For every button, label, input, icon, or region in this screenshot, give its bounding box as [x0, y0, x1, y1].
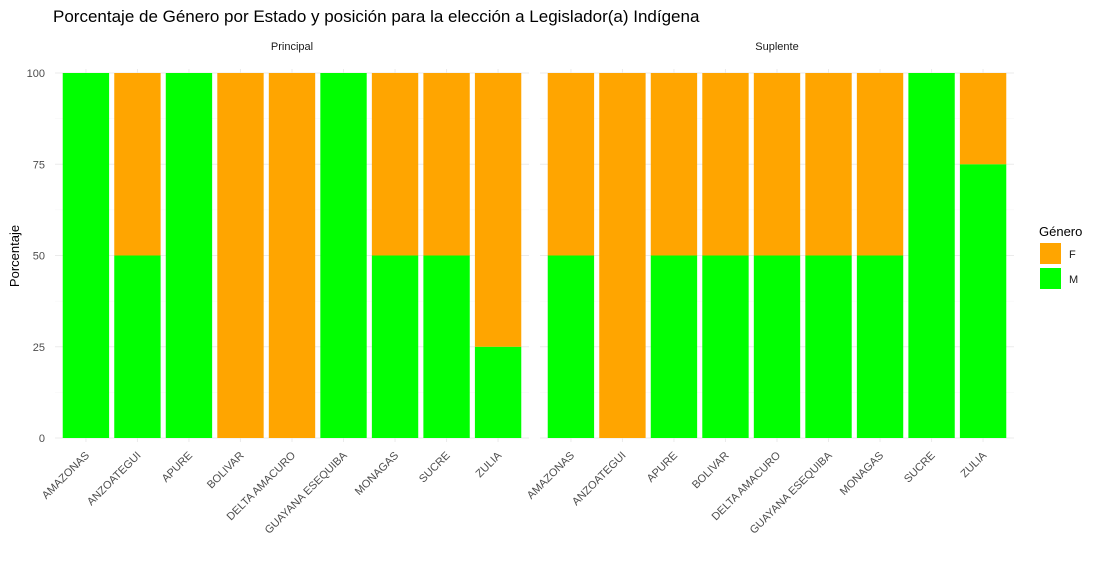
bar-f [753, 73, 801, 256]
y-axis-title: Porcentaje [7, 225, 22, 287]
x-tick-label: BOLIVAR [205, 450, 247, 492]
bar-f [474, 73, 522, 347]
y-tick-label: 75 [33, 159, 45, 171]
legend-title: Género [1039, 224, 1082, 239]
x-tick-label: ANZOATEGUI [85, 450, 143, 508]
y-tick-label: 100 [27, 68, 45, 80]
bar-m [702, 255, 749, 438]
y-tick-label: 0 [39, 433, 45, 445]
bar-f [805, 73, 852, 256]
bar-m [165, 73, 213, 438]
bar-f [268, 73, 316, 438]
legend-label-m: M [1069, 274, 1078, 286]
bar-f [371, 73, 419, 256]
bar-m [62, 73, 110, 438]
y-tick-label: 50 [33, 251, 45, 263]
legend: Género F M [1039, 224, 1082, 289]
bar-f [423, 73, 470, 256]
x-tick-label: ZULIA [474, 449, 505, 480]
bar-m [114, 255, 161, 438]
x-tick-label: APURE [645, 450, 680, 485]
chart-title: Porcentaje de Género por Estado y posici… [53, 7, 700, 26]
x-tick-label: APURE [160, 450, 195, 485]
x-tick-label: AMAZONAS [40, 450, 92, 502]
bar-m [959, 164, 1007, 438]
x-tick-label: MONAGAS [838, 450, 886, 498]
x-tick-label: MONAGAS [353, 450, 401, 498]
y-tick-label: 25 [33, 342, 45, 354]
bar-m [371, 255, 419, 438]
legend-label-f: F [1069, 249, 1076, 261]
bar-m [423, 255, 470, 438]
legend-key-m [1040, 268, 1061, 289]
facet-label-principal: Principal [271, 41, 313, 53]
x-tick-label: BOLIVAR [690, 450, 732, 492]
bar-f [856, 73, 904, 256]
bar-m [753, 255, 801, 438]
x-tick-label: AMAZONAS [525, 450, 577, 502]
bar-m [908, 73, 955, 438]
legend-key-f [1040, 243, 1061, 264]
bar-f [217, 73, 264, 438]
bar-f [114, 73, 161, 256]
bar-m [474, 346, 522, 438]
x-tick-label: SUCRE [902, 450, 938, 486]
x-tick-label: ANZOATEGUI [570, 450, 628, 508]
bar-m [547, 255, 595, 438]
bar-f [599, 73, 646, 438]
x-tick-label: SUCRE [417, 450, 453, 486]
bar-f [547, 73, 595, 256]
bar-m [650, 255, 698, 438]
bar-m [805, 255, 852, 438]
bar-f [702, 73, 749, 256]
bar-m [320, 73, 367, 438]
x-tick-label: ZULIA [959, 449, 990, 480]
bar-f [959, 73, 1007, 165]
bar-f [650, 73, 698, 256]
facet-label-suplente: Suplente [755, 41, 798, 53]
bar-m [856, 255, 904, 438]
